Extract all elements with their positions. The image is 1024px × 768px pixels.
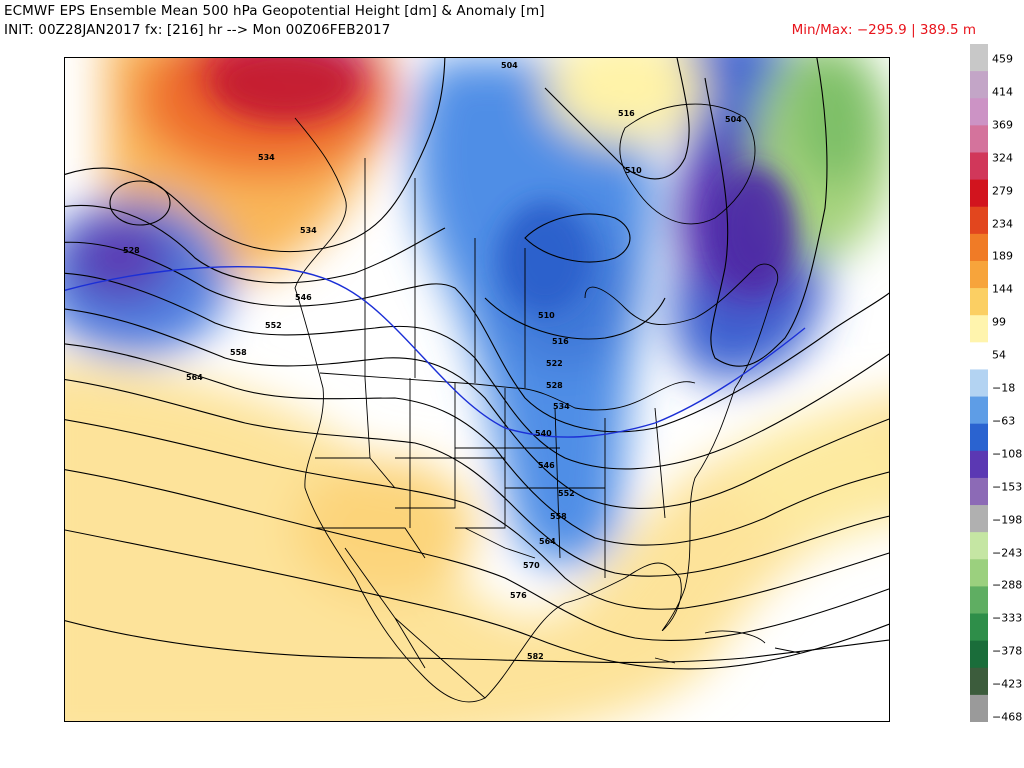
colorbar-label: 54 [992, 348, 1006, 362]
colorbar-swatch [970, 694, 988, 722]
contour-label: 528 [123, 246, 140, 255]
contour-label: 570 [523, 561, 540, 570]
colorbar-swatch [970, 152, 988, 181]
contour-label: 510 [538, 311, 555, 320]
contour-label: 564 [539, 537, 556, 546]
colorbar-swatch [970, 450, 988, 479]
map-canvas: 504 516 510 504 534 528 534 546 552 558 … [65, 58, 889, 721]
colorbar-label: 279 [992, 184, 1013, 198]
colorbar-swatch [970, 179, 988, 208]
colorbar-swatch [970, 532, 988, 560]
anomaly-colorbar [970, 44, 988, 722]
colorbar-label: 99 [992, 315, 1006, 329]
colorbar-swatch [970, 206, 988, 235]
contour-label: 582 [527, 652, 544, 661]
colorbar-swatch [970, 260, 988, 289]
contour-label: 540 [535, 429, 552, 438]
colorbar-swatch [970, 559, 988, 587]
contour-label: 528 [546, 381, 563, 390]
contour-label: 546 [538, 461, 555, 470]
colorbar-label: −108 [992, 447, 1023, 461]
height-contours [65, 58, 889, 670]
contour-label: 576 [510, 591, 527, 600]
colorbar-label: −288 [992, 578, 1023, 592]
contour-label: 534 [300, 226, 317, 235]
colorbar-swatch [970, 342, 988, 370]
colorbar-label: 144 [992, 282, 1013, 296]
anomaly-shading [65, 58, 889, 721]
colorbar-label: 234 [992, 217, 1013, 230]
colorbar-swatch [970, 71, 988, 99]
colorbar-swatch [970, 288, 988, 316]
contour-label: 504 [501, 61, 518, 70]
contour-label: 534 [258, 153, 275, 162]
colorbar-swatch [970, 233, 988, 262]
colorbar-swatch [970, 125, 988, 153]
contour-labels: 504 516 510 504 534 528 534 546 552 558 … [123, 61, 742, 661]
colorbar-swatch [970, 369, 988, 398]
colorbar-swatch [970, 423, 988, 452]
colorbar-label: 324 [992, 151, 1013, 165]
contour-label: 504 [725, 115, 742, 124]
contour-label: 510 [625, 166, 642, 175]
init-forecast-time: INIT: 00Z28JAN2017 fx: [216] hr --> Mon … [4, 22, 391, 38]
colorbar-label: 459 [992, 52, 1013, 66]
colorbar-swatch [970, 586, 988, 615]
political-boundaries [294, 103, 801, 703]
colorbar-swatch [970, 477, 988, 506]
colorbar-label: 414 [992, 85, 1013, 99]
contour-label: 522 [546, 359, 563, 368]
colorbar-label: −153 [992, 480, 1023, 494]
colorbar-swatch [970, 44, 988, 72]
colorbar-label: −198 [992, 513, 1023, 527]
colorbar-swatch [970, 613, 988, 642]
contour-label: 564 [186, 373, 203, 382]
colorbar-label: −423 [992, 677, 1023, 691]
contour-label: 534 [553, 402, 570, 411]
colorbar-label: −243 [992, 546, 1023, 559]
contour-label: 552 [265, 321, 282, 330]
colorbar-swatch [970, 396, 988, 425]
colorbar-label: −63 [992, 414, 1016, 428]
colorbar-label: −18 [992, 381, 1016, 395]
colorbar-label: 189 [992, 249, 1013, 263]
contour-label: 546 [295, 293, 312, 302]
colorbar-swatch [970, 315, 988, 343]
colorbar-label: −468 [992, 710, 1023, 724]
contour-label: 558 [550, 512, 567, 521]
colorbar-label: −333 [992, 611, 1023, 625]
contour-label: 552 [558, 489, 575, 498]
contour-label: 516 [552, 337, 569, 346]
map-panel[interactable]: 504 516 510 504 534 528 534 546 552 558 … [64, 57, 890, 722]
min-max-readout: Min/Max: −295.9 | 389.5 m [791, 22, 976, 38]
colorbar-labels: 459 414 369 324 279 234 189 144 99 54 −18 −63 −108 −1… [992, 44, 1024, 724]
contour-label: 516 [618, 109, 635, 118]
contour-label: 558 [230, 348, 247, 357]
colorbar-label: −378 [992, 644, 1023, 658]
colorbar-swatch [970, 98, 988, 126]
colorbar-label: 369 [992, 118, 1013, 132]
colorbar-swatch [970, 505, 988, 533]
colorbar-swatch [970, 640, 988, 669]
colorbar-swatch [970, 667, 988, 696]
reference-contour [65, 266, 806, 438]
map-title: ECMWF EPS Ensemble Mean 500 hPa Geopoten… [4, 3, 545, 19]
